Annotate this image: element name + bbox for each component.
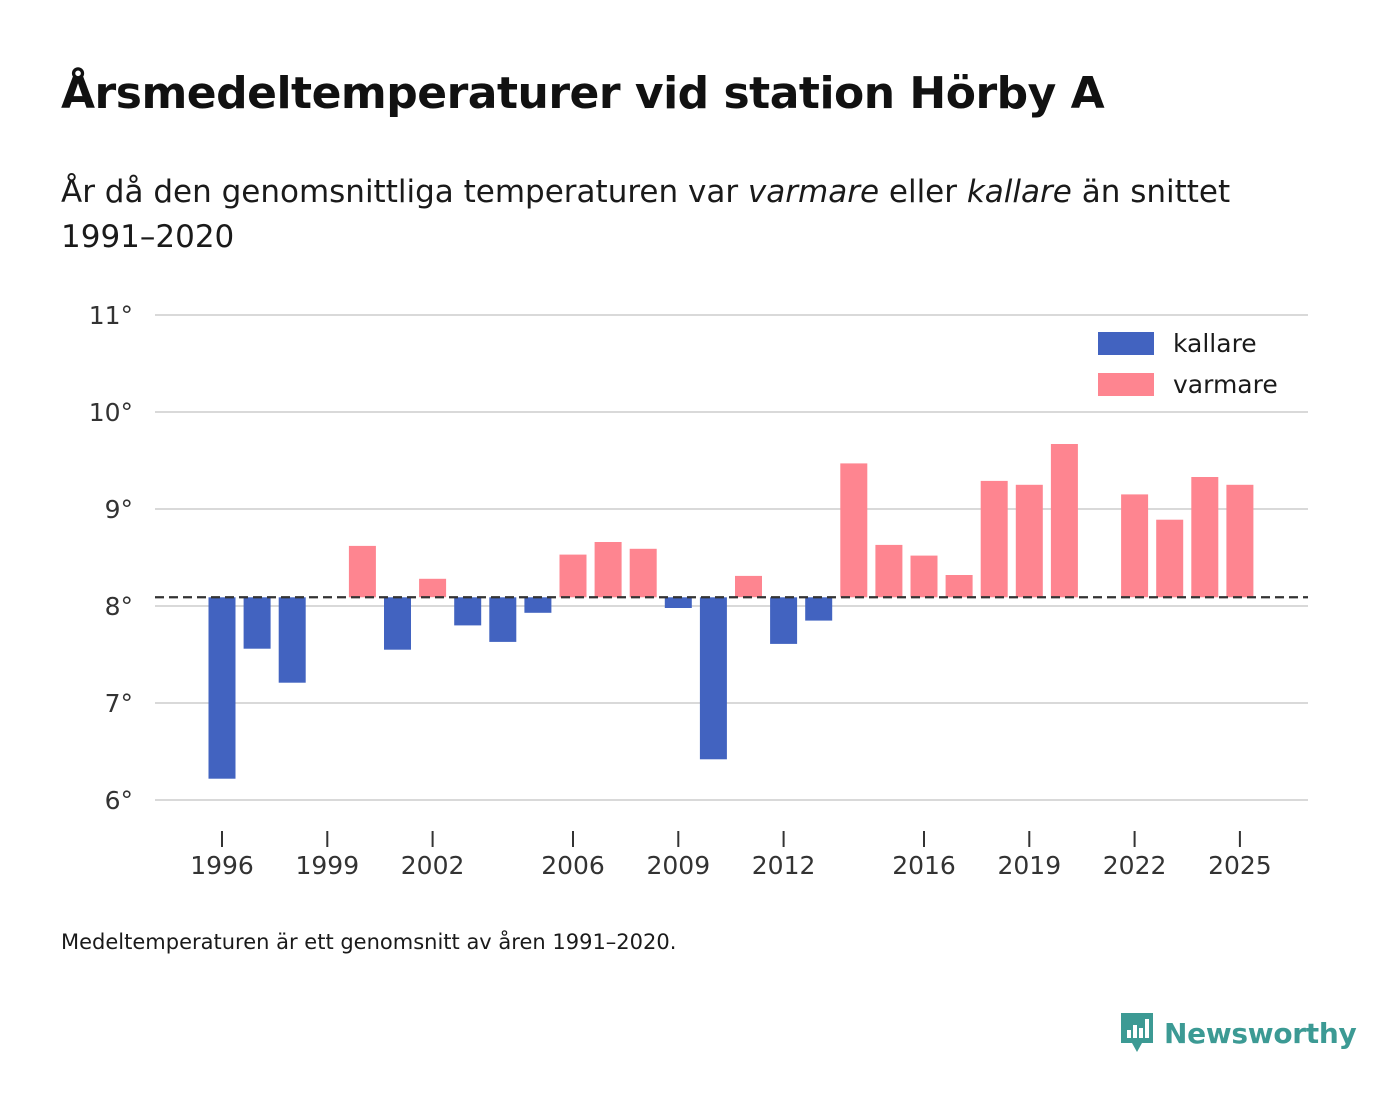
legend-label-cold: kallare <box>1173 329 1257 358</box>
x-tick-label: 1996 <box>190 851 254 880</box>
subtitle-text-3: än snittet 1991–2020 <box>61 174 1231 255</box>
bar-colder <box>805 597 833 621</box>
grid-layer: 6° 7° 8° 9° 10° 11° <box>89 301 1308 815</box>
bar-warmer <box>559 554 587 598</box>
y-tick-label: 10° <box>89 398 133 427</box>
bar-colder <box>524 597 552 613</box>
chart-title: Årsmedeltemperaturer vid station Hörby A <box>61 68 1105 119</box>
bar-warmer <box>945 575 973 598</box>
x-tick-label: 2022 <box>1103 851 1167 880</box>
bar-warmer <box>840 463 868 598</box>
y-tick-label: 11° <box>89 301 133 330</box>
x-tick-label: 2025 <box>1208 851 1272 880</box>
bar-colder <box>454 597 482 626</box>
x-axis: 1996 1999 2002 2006 2009 2012 2016 2019 2022 2025 <box>190 831 1272 880</box>
y-tick-label: 9° <box>105 495 133 524</box>
bar-colder <box>770 597 798 644</box>
subtitle-warmer: varmare <box>747 174 880 210</box>
x-tick-label: 2002 <box>401 851 465 880</box>
bar-warmer <box>980 480 1008 598</box>
x-tick-label: 2016 <box>892 851 956 880</box>
bar-colder <box>384 597 411 650</box>
bar-warmer <box>1156 519 1184 598</box>
bar-warmer <box>1191 477 1219 598</box>
footnote: Medeltemperaturen är ett genomsnitt av å… <box>61 930 677 954</box>
bar-warmer <box>594 542 622 598</box>
y-tick-label: 8° <box>105 592 133 621</box>
brand-name: Newsworthy <box>1164 1016 1357 1050</box>
bar-colder <box>489 597 517 642</box>
y-tick-label: 6° <box>105 786 133 815</box>
bar-warmer <box>629 548 657 598</box>
newsworthy-chart-icon <box>1121 1013 1153 1052</box>
legend-label-warm: varmare <box>1173 370 1278 399</box>
bar-warmer <box>735 575 762 598</box>
y-tick-label: 7° <box>105 689 133 718</box>
legend-swatch-warm <box>1098 373 1154 396</box>
bar-colder <box>243 597 271 649</box>
bar-warmer <box>910 555 938 598</box>
bar-warmer <box>875 544 903 598</box>
newsworthy-logo[interactable]: Newsworthy <box>1118 1010 1357 1056</box>
bars-layer <box>208 444 1254 779</box>
chart-subtitle: År då den genomsnittliga temperaturen va… <box>61 170 1291 260</box>
temperature-bar-chart: 6° 7° 8° 9° 10° 11° 1996 1999 2002 2006 2009 2012 2… <box>89 301 1308 880</box>
subtitle-text-1: År då den genomsnittliga temperaturen va… <box>61 174 748 210</box>
bar-warmer <box>1226 484 1254 598</box>
bar-warmer <box>1050 444 1078 598</box>
bar-warmer <box>1015 484 1043 598</box>
bar-warmer <box>1121 494 1149 598</box>
x-tick-label: 2019 <box>997 851 1061 880</box>
bar-colder <box>208 597 236 779</box>
x-tick-label: 2012 <box>752 851 816 880</box>
subtitle-text-2: eller <box>879 174 967 210</box>
x-tick-label: 1999 <box>295 851 359 880</box>
legend: kallare varmare <box>1088 322 1288 410</box>
bar-warmer <box>348 545 376 598</box>
bar-warmer <box>419 578 447 598</box>
x-tick-label: 2006 <box>541 851 605 880</box>
legend-swatch-cold <box>1098 332 1154 355</box>
bar-colder <box>278 597 306 683</box>
x-tick-label: 2009 <box>646 851 710 880</box>
subtitle-colder: kallare <box>966 174 1072 210</box>
bar-colder <box>699 597 727 760</box>
bar-colder <box>664 597 692 608</box>
